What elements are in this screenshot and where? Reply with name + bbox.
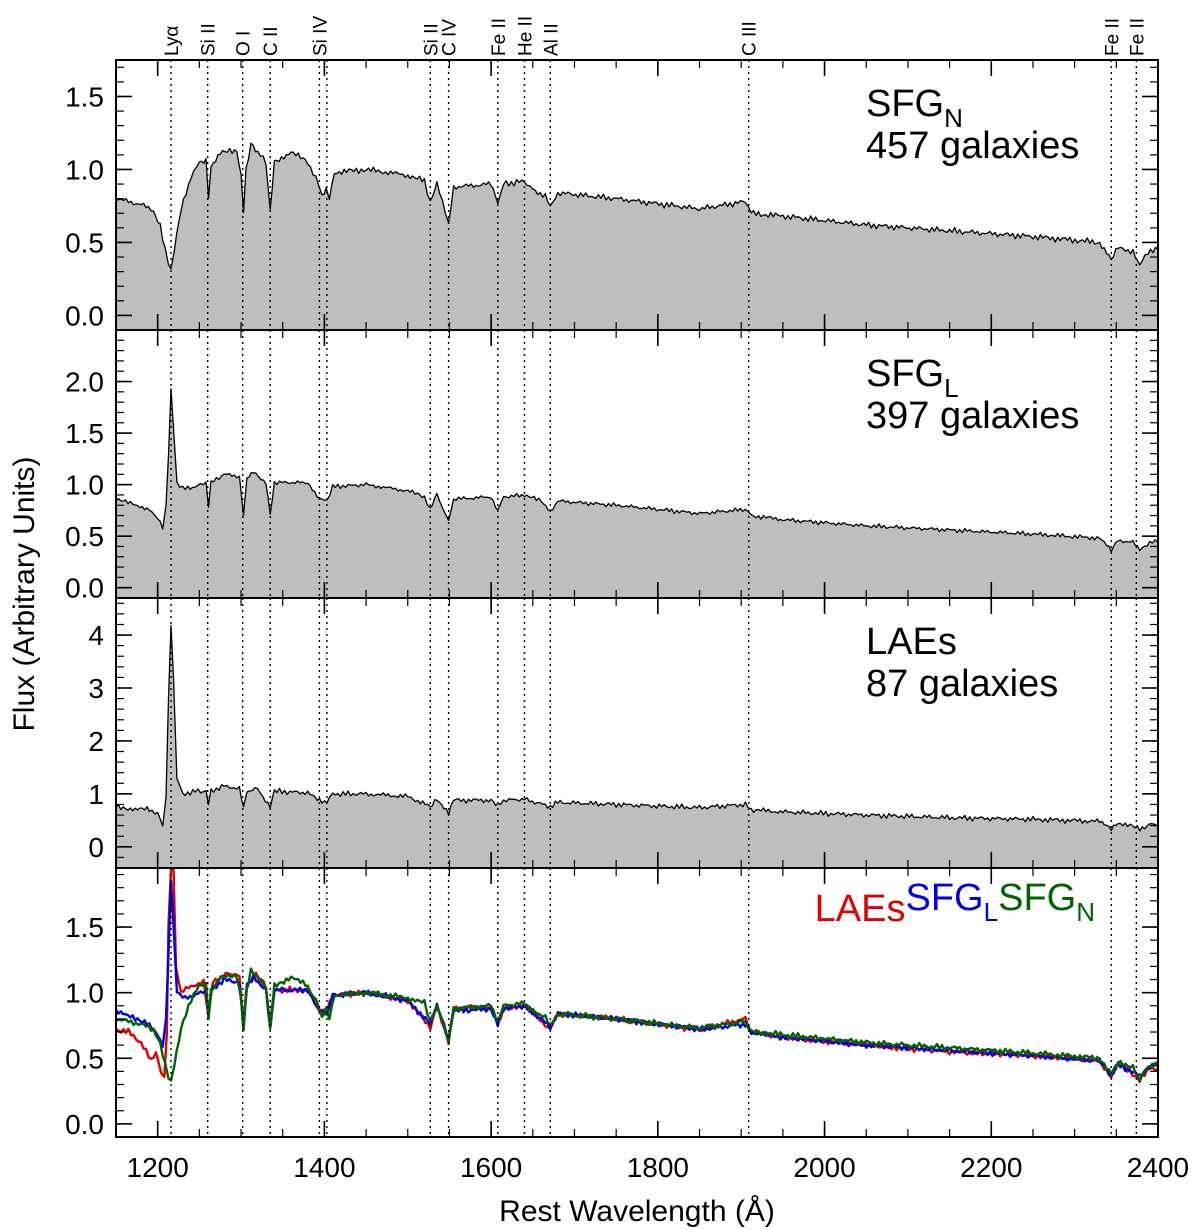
legend-entry-laes: LAEs	[815, 888, 906, 930]
sfgl-panel-label-subscript: L	[944, 373, 958, 403]
line-label-10: Al II	[541, 23, 562, 56]
x-tick-label: 1400	[293, 1152, 355, 1183]
sfgn-series-sfg-n	[116, 142, 1158, 270]
y-axis-title: Flux (Arbitrary Units)	[8, 456, 41, 731]
compare-series-sfg-l	[116, 880, 1158, 1077]
sfgl-y-tick-label: 1.5	[65, 418, 104, 449]
lae-y-tick-label: 0	[88, 832, 104, 863]
sfgl-y-tick-label: 2.0	[65, 367, 104, 398]
x-tick-label: 2000	[793, 1152, 855, 1183]
legend: LAEsSFGLSFGN	[815, 877, 1095, 930]
lae-y-tick-label: 3	[88, 673, 104, 704]
line-label-12: Fe II	[1102, 18, 1123, 56]
legend-entry-sfg-l: SFG	[906, 877, 984, 919]
line-label-7: C IV	[440, 19, 461, 56]
x-tick-label: 1200	[127, 1152, 189, 1183]
lae-spectrum-fill	[116, 625, 1158, 868]
sfgn-spectrum-fill	[116, 143, 1158, 330]
sfgn-y-tick-label: 0.5	[65, 227, 104, 258]
line-label-0: Lyα	[162, 26, 183, 56]
sfgn-panel-count: 457 galaxies	[866, 125, 1079, 167]
line-label-9: He II	[515, 16, 536, 56]
line-label-4: Si IV	[310, 16, 331, 56]
lae-panel-label: LAEs	[866, 621, 957, 663]
x-tick-label: 2200	[960, 1152, 1022, 1183]
sfgn-panel-label-subscript: N	[944, 103, 963, 133]
lae-y-tick-label: 2	[88, 726, 104, 757]
lae-panel-count: 87 galaxies	[866, 663, 1058, 705]
lae-y-tick-label: 4	[88, 620, 104, 651]
line-label-13: Fe II	[1127, 18, 1148, 56]
x-tick-label: 2400	[1127, 1152, 1189, 1183]
compare-y-tick-label: 0.0	[65, 1109, 104, 1140]
x-axis-title: Rest Wavelength (Å)	[499, 1195, 775, 1228]
sfgn-y-tick-label: 1.0	[65, 154, 104, 185]
x-tick-label: 1800	[627, 1152, 689, 1183]
line-label-8: Fe II	[489, 18, 510, 56]
line-label-6: Si II	[421, 23, 442, 56]
lae-y-tick-label: 1	[88, 779, 104, 810]
sfgl-y-tick-label: 0.5	[65, 521, 104, 552]
sfgn-y-tick-label: 1.5	[65, 81, 104, 112]
compare-series-sfg-n	[116, 967, 1158, 1082]
sfgl-y-tick-label: 0.0	[65, 573, 104, 604]
x-tick-label: 1600	[460, 1152, 522, 1183]
line-label-2: O I	[234, 31, 255, 56]
sfgl-y-tick-label: 1.0	[65, 470, 104, 501]
compare-y-tick-label: 0.5	[65, 1043, 104, 1074]
compare-y-tick-label: 1.0	[65, 978, 104, 1009]
compare-panel-frame	[115, 867, 1159, 1138]
lae-series-laes	[116, 625, 1158, 832]
legend-entry-sfg-n: SFG	[998, 877, 1076, 919]
sfgl-spectrum-fill	[116, 388, 1158, 598]
sfgl-panel-label: SFGL	[866, 353, 959, 403]
legend-subscript-sfg-l: L	[984, 897, 998, 927]
line-label-3: C II	[261, 26, 282, 56]
compare-y-tick-label: 1.5	[65, 912, 104, 943]
line-label-1: Si II	[199, 23, 220, 56]
sfgl-panel-count: 397 galaxies	[866, 395, 1079, 437]
sfgl-series-sfg-l	[116, 388, 1158, 553]
line-label-11: C III	[740, 21, 761, 56]
sfgn-y-tick-label: 0.0	[65, 300, 104, 331]
legend-subscript-sfg-n: N	[1076, 897, 1095, 927]
